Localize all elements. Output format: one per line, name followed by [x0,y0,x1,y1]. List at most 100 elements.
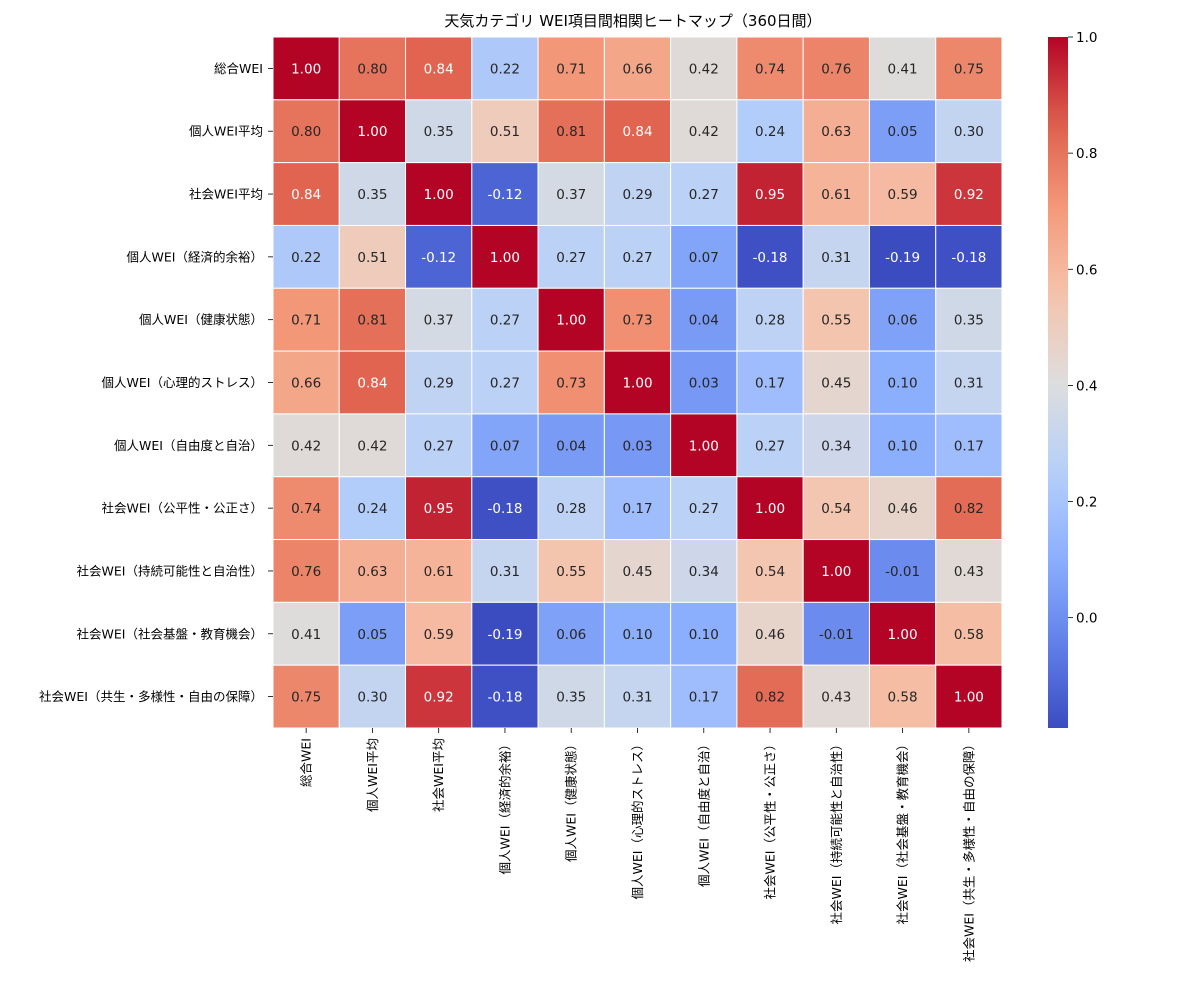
cell-value-label: 0.92 [954,187,984,203]
heatmap-cell [537,664,605,729]
cell-value-label: 0.73 [556,376,586,392]
cell-value-label: 0.06 [888,313,918,329]
heatmap-cell [272,476,340,541]
heatmap-cell [272,99,340,164]
heatmap-cell [471,287,539,352]
y-tick-label: 総合WEI [214,61,263,76]
cell-value-label: 0.61 [821,187,851,203]
heatmap-cell [670,99,738,164]
cell-value-label: 1.00 [888,627,918,643]
cell-value-label: -0.18 [487,690,522,706]
heatmap-cell [935,99,1003,164]
cell-value-label: 0.27 [622,250,652,266]
cell-value-label: 0.43 [821,690,851,706]
heatmap-cell [471,476,539,541]
cell-value-label: 0.58 [888,690,918,706]
heatmap-cell [935,224,1003,289]
heatmap-cell [935,36,1003,101]
heatmap-cell [736,99,804,164]
cell-value-label: 0.04 [689,313,719,329]
cell-value-label: 0.76 [821,61,851,77]
cell-value-label: 0.42 [689,124,719,140]
colorbar-tick-label: 0.0 [1076,611,1097,627]
heatmap-cell [802,99,870,164]
heatmap-cell [603,476,672,541]
cell-value-label: -0.18 [487,501,522,517]
cell-value-label: 0.05 [357,627,387,643]
heatmap-cell [935,413,1003,478]
cell-value-label: 0.42 [357,438,387,454]
heatmap-cell [603,224,672,289]
x-tick-label: 総合WEI [299,738,314,787]
cell-value-label: 0.45 [821,376,851,392]
cell-value-label: 0.22 [490,61,520,77]
cell-value-label: 0.95 [755,187,785,203]
cell-value-label: 0.28 [556,501,586,517]
y-tick-label: 個人WEI平均 [189,124,263,139]
cell-value-label: 0.35 [556,690,586,706]
heatmap-cells: 1.00 0.80 0.84 0.22 0.71 0.66 0.42 0.74 0.76 0.41… [272,36,1003,729]
cell-value-label: 0.10 [888,438,918,454]
x-tick-label: 個人WEI（自由度と自治） [696,738,711,887]
x-tick-label: 個人WEI平均 [365,738,380,812]
cell-value-label: -0.18 [753,250,788,266]
cell-value-label: 0.51 [357,250,387,266]
heatmap-cell [802,664,870,729]
cell-value-label: 0.31 [821,250,851,266]
cell-value-label: 0.58 [954,627,984,643]
cell-value-label: -0.01 [885,564,920,580]
heatmap-cell [471,601,539,666]
colorbar-tick-label: 0.2 [1076,495,1097,511]
heatmap-cell [935,664,1003,729]
cell-value-label: 0.27 [689,187,719,203]
cell-value-label: 0.28 [755,313,785,329]
heatmap-cell [935,601,1003,666]
cell-value-label: -0.01 [819,627,854,643]
cell-value-label: -0.19 [487,627,522,643]
cell-value-label: 0.84 [424,61,454,77]
y-tick-label: 社会WEI平均 [189,187,263,202]
heatmap-cell [802,224,870,289]
cell-value-label: -0.12 [487,187,522,203]
heatmap-cell [802,539,870,603]
heatmap-cell [603,287,672,352]
cell-value-label: 0.27 [556,250,586,266]
y-tick-label: 個人WEI（健康状態） [139,312,263,327]
heatmap-cell [736,539,804,603]
heatmap-cell [868,539,937,603]
cell-value-label: 0.46 [888,501,918,517]
cell-value-label: 0.82 [954,501,984,517]
heatmap-cell [405,539,473,603]
cell-value-label: 0.84 [622,124,652,140]
cell-value-label: 0.05 [888,124,918,140]
heatmap-cell [868,99,937,164]
cell-value-label: 0.81 [556,124,586,140]
cell-value-label: 0.17 [689,690,719,706]
heatmap-cell [935,539,1003,603]
cell-value-label: 0.17 [755,376,785,392]
cell-value-label: 0.42 [291,438,321,454]
cell-value-label: 0.75 [291,690,321,706]
cell-value-label: 0.27 [490,313,520,329]
cell-value-label: 0.51 [490,124,520,140]
heatmap-cell [537,99,605,164]
cell-value-label: 0.76 [291,564,321,580]
heatmap-cell [272,36,340,101]
cell-value-label: 1.00 [689,438,719,454]
cell-value-label: 0.63 [821,124,851,140]
cell-value-label: 0.30 [357,690,387,706]
heatmap-cell [471,350,539,415]
heatmap-cell [802,162,870,226]
heatmap-cell [405,601,473,666]
cell-value-label: 0.59 [888,187,918,203]
cell-value-label: 0.71 [291,313,321,329]
cell-value-label: 0.43 [954,564,984,580]
heatmap-cell [868,664,937,729]
heatmap-cell [670,539,738,603]
cell-value-label: 0.27 [490,376,520,392]
heatmap-cell [471,539,539,603]
heatmap-cell [603,36,672,101]
heatmap-cell [537,224,605,289]
cell-value-label: 0.29 [424,376,454,392]
